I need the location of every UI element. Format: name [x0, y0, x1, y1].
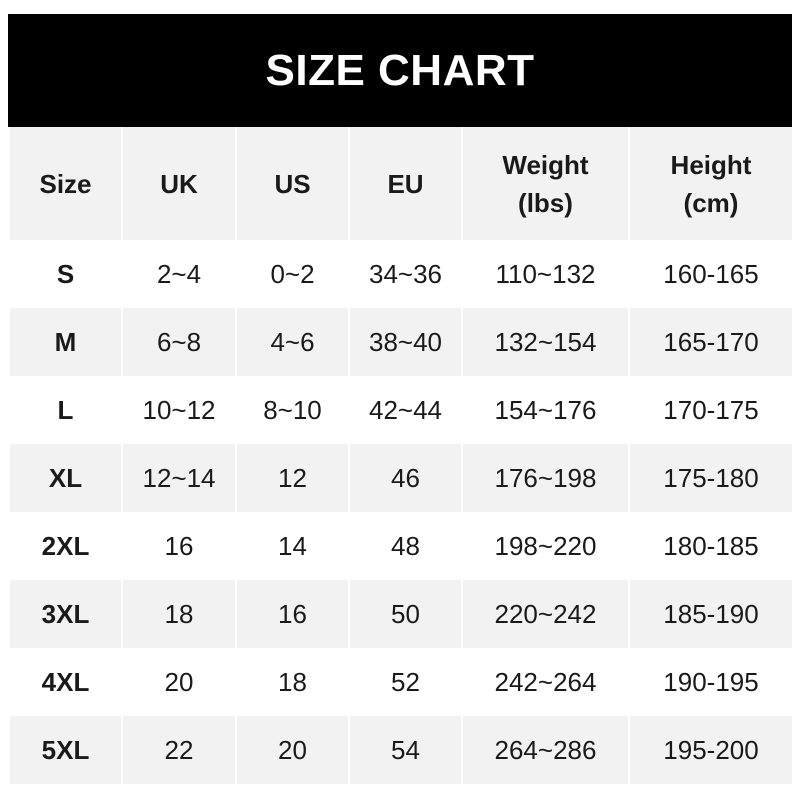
- cell-weight: 220~242: [461, 580, 630, 648]
- cell-height: 185-190: [628, 580, 794, 648]
- cell-eu: 48: [348, 512, 463, 580]
- header-size: Size: [8, 127, 123, 240]
- cell-size: L: [8, 376, 123, 444]
- cell-size: S: [8, 240, 123, 308]
- cell-height: 170-175: [628, 376, 794, 444]
- cell-weight: 242~264: [461, 648, 630, 716]
- cell-eu: 50: [348, 580, 463, 648]
- cell-uk: 10~12: [121, 376, 237, 444]
- cell-us: 18: [235, 648, 350, 716]
- cell-uk: 12~14: [121, 444, 237, 512]
- cell-uk: 18: [121, 580, 237, 648]
- cell-us: 16: [235, 580, 350, 648]
- cell-size: M: [8, 308, 123, 376]
- cell-uk: 20: [121, 648, 237, 716]
- cell-weight: 154~176: [461, 376, 630, 444]
- table-row: XL 12~14 12 46 176~198 175-180: [8, 444, 794, 512]
- table-row: 5XL 22 20 54 264~286 195-200: [8, 716, 794, 784]
- cell-uk: 6~8: [121, 308, 237, 376]
- cell-weight: 198~220: [461, 512, 630, 580]
- cell-us: 14: [235, 512, 350, 580]
- header-uk: UK: [121, 127, 237, 240]
- cell-weight: 110~132: [461, 240, 630, 308]
- cell-us: 20: [235, 716, 350, 784]
- table-row: L 10~12 8~10 42~44 154~176 170-175: [8, 376, 794, 444]
- cell-weight: 264~286: [461, 716, 630, 784]
- table-row: M 6~8 4~6 38~40 132~154 165-170: [8, 308, 794, 376]
- cell-eu: 54: [348, 716, 463, 784]
- cell-us: 12: [235, 444, 350, 512]
- cell-size: 3XL: [8, 580, 123, 648]
- cell-weight: 132~154: [461, 308, 630, 376]
- table-row: S 2~4 0~2 34~36 110~132 160-165: [8, 240, 794, 308]
- table-row: 4XL 20 18 52 242~264 190-195: [8, 648, 794, 716]
- header-height: Height (cm): [628, 127, 794, 240]
- cell-weight: 176~198: [461, 444, 630, 512]
- size-chart-table: Size UK US EU Weight (lbs) Height (cm) S…: [8, 127, 794, 784]
- cell-size: 2XL: [8, 512, 123, 580]
- cell-size: 5XL: [8, 716, 123, 784]
- header-weight: Weight (lbs): [461, 127, 630, 240]
- cell-eu: 34~36: [348, 240, 463, 308]
- cell-height: 175-180: [628, 444, 794, 512]
- cell-height: 180-185: [628, 512, 794, 580]
- header-row: Size UK US EU Weight (lbs) Height (cm): [8, 127, 794, 240]
- cell-eu: 46: [348, 444, 463, 512]
- cell-uk: 2~4: [121, 240, 237, 308]
- header-eu: EU: [348, 127, 463, 240]
- cell-size: XL: [8, 444, 123, 512]
- cell-us: 8~10: [235, 376, 350, 444]
- cell-size: 4XL: [8, 648, 123, 716]
- header-us: US: [235, 127, 350, 240]
- cell-eu: 42~44: [348, 376, 463, 444]
- cell-eu: 52: [348, 648, 463, 716]
- cell-height: 165-170: [628, 308, 794, 376]
- cell-uk: 22: [121, 716, 237, 784]
- size-chart-title: SIZE CHART: [8, 14, 792, 127]
- cell-height: 160-165: [628, 240, 794, 308]
- cell-us: 4~6: [235, 308, 350, 376]
- cell-uk: 16: [121, 512, 237, 580]
- table-row: 2XL 16 14 48 198~220 180-185: [8, 512, 794, 580]
- cell-height: 190-195: [628, 648, 794, 716]
- cell-height: 195-200: [628, 716, 794, 784]
- cell-us: 0~2: [235, 240, 350, 308]
- table-row: 3XL 18 16 50 220~242 185-190: [8, 580, 794, 648]
- cell-eu: 38~40: [348, 308, 463, 376]
